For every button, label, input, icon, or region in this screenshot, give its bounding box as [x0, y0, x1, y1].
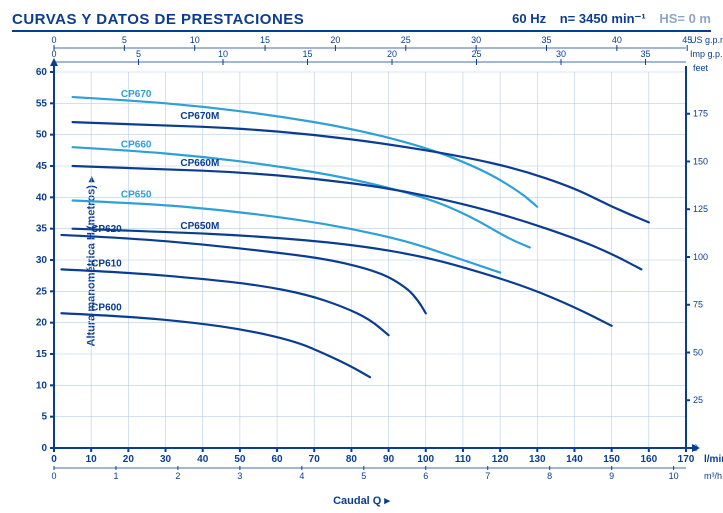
svg-text:0: 0 — [51, 454, 57, 465]
svg-text:7: 7 — [485, 471, 490, 481]
svg-text:20: 20 — [330, 35, 340, 45]
svg-text:3: 3 — [237, 471, 242, 481]
svg-text:25: 25 — [36, 286, 48, 297]
svg-text:15: 15 — [260, 35, 270, 45]
svg-text:CP650: CP650 — [121, 189, 152, 200]
svg-text:CP660: CP660 — [121, 139, 152, 150]
svg-text:30: 30 — [471, 35, 481, 45]
svg-text:30: 30 — [36, 255, 48, 266]
svg-text:m³/h: m³/h — [704, 471, 722, 481]
svg-text:60: 60 — [271, 454, 283, 465]
svg-text:8: 8 — [547, 471, 552, 481]
svg-text:CP650M: CP650M — [180, 221, 219, 232]
svg-text:CP610: CP610 — [91, 258, 122, 269]
svg-text:25: 25 — [472, 49, 482, 59]
svg-text:175: 175 — [693, 109, 708, 119]
svg-text:110: 110 — [455, 454, 472, 465]
svg-text:10: 10 — [218, 49, 228, 59]
svg-text:15: 15 — [303, 49, 313, 59]
svg-text:0: 0 — [41, 443, 47, 454]
svg-text:60: 60 — [36, 67, 48, 78]
svg-text:55: 55 — [36, 98, 48, 109]
svg-text:100: 100 — [417, 454, 434, 465]
svg-text:35: 35 — [541, 35, 551, 45]
svg-text:130: 130 — [529, 454, 546, 465]
svg-text:6: 6 — [423, 471, 428, 481]
svg-text:80: 80 — [346, 454, 358, 465]
svg-text:40: 40 — [36, 192, 48, 203]
svg-text:CP660M: CP660M — [180, 158, 219, 169]
svg-text:5: 5 — [41, 412, 47, 423]
svg-text:CP670M: CP670M — [180, 111, 219, 122]
performance-chart: 0102030405060708090100110120130140150160… — [0, 0, 723, 513]
svg-text:75: 75 — [693, 300, 703, 310]
svg-text:50: 50 — [36, 130, 48, 141]
svg-text:20: 20 — [387, 49, 397, 59]
svg-text:10: 10 — [190, 35, 200, 45]
svg-text:l/min: l/min — [704, 454, 723, 465]
svg-text:170: 170 — [678, 454, 695, 465]
svg-text:CP600: CP600 — [91, 302, 122, 313]
svg-text:30: 30 — [160, 454, 172, 465]
svg-text:140: 140 — [566, 454, 583, 465]
svg-text:150: 150 — [603, 454, 620, 465]
svg-text:2: 2 — [175, 471, 180, 481]
svg-text:0: 0 — [693, 443, 698, 453]
svg-text:35: 35 — [36, 224, 48, 235]
svg-text:10: 10 — [36, 380, 48, 391]
svg-text:40: 40 — [612, 35, 622, 45]
svg-text:9: 9 — [609, 471, 614, 481]
svg-text:90: 90 — [383, 454, 395, 465]
svg-text:0: 0 — [51, 471, 56, 481]
svg-text:feet: feet — [693, 63, 709, 73]
svg-text:160: 160 — [640, 454, 657, 465]
svg-text:0: 0 — [51, 35, 56, 45]
svg-text:50: 50 — [234, 454, 246, 465]
svg-text:4: 4 — [299, 471, 304, 481]
svg-text:70: 70 — [309, 454, 321, 465]
svg-text:5: 5 — [122, 35, 127, 45]
svg-text:150: 150 — [693, 156, 708, 166]
svg-text:25: 25 — [401, 35, 411, 45]
svg-text:30: 30 — [556, 49, 566, 59]
svg-text:35: 35 — [641, 49, 651, 59]
svg-text:120: 120 — [492, 454, 509, 465]
svg-text:45: 45 — [36, 161, 48, 172]
svg-text:20: 20 — [123, 454, 135, 465]
svg-text:15: 15 — [36, 349, 48, 360]
svg-text:40: 40 — [197, 454, 209, 465]
svg-text:20: 20 — [36, 318, 48, 329]
svg-text:10: 10 — [669, 471, 679, 481]
svg-text:0: 0 — [51, 49, 56, 59]
svg-text:5: 5 — [136, 49, 141, 59]
svg-text:CP670: CP670 — [121, 89, 152, 100]
svg-text:10: 10 — [86, 454, 98, 465]
svg-text:125: 125 — [693, 204, 708, 214]
svg-text:US g.p.m.: US g.p.m. — [690, 35, 723, 45]
svg-text:1: 1 — [113, 471, 118, 481]
svg-text:Imp g.p.m.: Imp g.p.m. — [690, 49, 723, 59]
svg-text:100: 100 — [693, 252, 708, 262]
svg-text:50: 50 — [693, 347, 703, 357]
svg-text:25: 25 — [693, 395, 703, 405]
svg-text:5: 5 — [361, 471, 366, 481]
